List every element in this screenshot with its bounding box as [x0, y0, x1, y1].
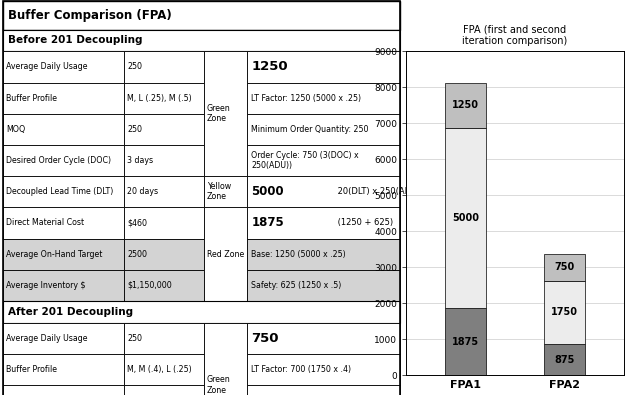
- Bar: [3, 385, 124, 395]
- Bar: [3, 30, 400, 51]
- Bar: [203, 323, 247, 395]
- Text: Average Daily Usage: Average Daily Usage: [6, 62, 88, 71]
- Text: Green
Zone: Green Zone: [207, 104, 231, 124]
- Bar: [3, 145, 124, 176]
- Bar: [544, 344, 585, 375]
- Bar: [124, 239, 203, 270]
- Bar: [124, 385, 203, 395]
- Text: Safety: 625 (1250 x .5): Safety: 625 (1250 x .5): [251, 281, 341, 290]
- Bar: [544, 281, 585, 344]
- Bar: [3, 51, 124, 83]
- Bar: [445, 128, 486, 308]
- Text: Average On-Hand Target: Average On-Hand Target: [6, 250, 103, 259]
- Bar: [203, 207, 247, 301]
- Text: 750: 750: [251, 332, 278, 345]
- Bar: [247, 385, 400, 395]
- Bar: [124, 354, 203, 385]
- Bar: [247, 114, 400, 145]
- Bar: [3, 354, 124, 385]
- Text: 250: 250: [127, 62, 142, 71]
- Text: Buffer Profile: Buffer Profile: [6, 94, 57, 103]
- Text: 1250: 1250: [251, 60, 288, 73]
- Title: FPA (first and second
iteration comparison): FPA (first and second iteration comparis…: [462, 25, 568, 46]
- Text: Decoupled Lead Time (DLT): Decoupled Lead Time (DLT): [6, 187, 113, 196]
- Text: 875: 875: [554, 354, 575, 365]
- Bar: [445, 308, 486, 375]
- Bar: [124, 145, 203, 176]
- Text: Buffer Profile: Buffer Profile: [6, 365, 57, 374]
- Text: 250: 250: [127, 334, 142, 343]
- Bar: [3, 1, 400, 30]
- Bar: [544, 254, 585, 281]
- Text: M, L (.25), M (.5): M, L (.25), M (.5): [127, 94, 192, 103]
- Text: 5000: 5000: [251, 185, 284, 198]
- Bar: [203, 51, 247, 176]
- Text: Red Zone: Red Zone: [207, 250, 244, 259]
- Bar: [247, 176, 400, 207]
- Text: 5000: 5000: [452, 213, 479, 223]
- Text: Buffer Comparison (FPA): Buffer Comparison (FPA): [8, 9, 172, 22]
- Bar: [247, 354, 400, 385]
- Text: Direct Material Cost: Direct Material Cost: [6, 218, 84, 228]
- Text: 20(DLT) x 250(ADU)): 20(DLT) x 250(ADU)): [335, 187, 424, 196]
- Bar: [124, 114, 203, 145]
- Text: 20 days: 20 days: [127, 187, 159, 196]
- Bar: [3, 83, 124, 114]
- Text: Green
Zone: Green Zone: [207, 375, 231, 395]
- Bar: [3, 301, 400, 323]
- Text: Minimum Order Quantity: 250: Minimum Order Quantity: 250: [251, 125, 369, 134]
- Bar: [124, 323, 203, 354]
- Bar: [247, 323, 400, 354]
- Text: 750: 750: [554, 262, 575, 272]
- Text: Yellow
Zone: Yellow Zone: [207, 182, 231, 201]
- Text: 1875: 1875: [251, 216, 284, 229]
- Text: MOQ: MOQ: [6, 125, 26, 134]
- Text: 1875: 1875: [452, 337, 479, 346]
- Text: LT Factor: 1250 (5000 x .25): LT Factor: 1250 (5000 x .25): [251, 94, 361, 103]
- Text: 250: 250: [127, 125, 142, 134]
- Bar: [124, 83, 203, 114]
- Bar: [445, 83, 486, 128]
- Bar: [203, 176, 247, 207]
- Bar: [247, 51, 400, 83]
- Text: 1250: 1250: [452, 100, 479, 110]
- Text: $1,150,000: $1,150,000: [127, 281, 172, 290]
- Bar: [3, 176, 124, 207]
- Text: Average Inventory $: Average Inventory $: [6, 281, 86, 290]
- Bar: [3, 207, 124, 239]
- Text: Before 201 Decoupling: Before 201 Decoupling: [8, 36, 142, 45]
- Bar: [124, 207, 203, 239]
- Text: After 201 Decoupling: After 201 Decoupling: [8, 307, 133, 317]
- Bar: [124, 176, 203, 207]
- Text: LT Factor: 700 (1750 x .4): LT Factor: 700 (1750 x .4): [251, 365, 351, 374]
- Text: $460: $460: [127, 218, 147, 228]
- Text: 2500: 2500: [127, 250, 147, 259]
- Bar: [247, 145, 400, 176]
- Text: Base: 1250 (5000 x .25): Base: 1250 (5000 x .25): [251, 250, 346, 259]
- Bar: [3, 270, 124, 301]
- Bar: [3, 323, 124, 354]
- Bar: [124, 270, 203, 301]
- Bar: [247, 83, 400, 114]
- Bar: [3, 239, 124, 270]
- Bar: [124, 51, 203, 83]
- Text: Order Cycle: 750 (3(DOC) x
250(ADU)): Order Cycle: 750 (3(DOC) x 250(ADU)): [251, 151, 359, 170]
- Bar: [247, 270, 400, 301]
- Text: 3 days: 3 days: [127, 156, 154, 165]
- Text: (1250 + 625): (1250 + 625): [335, 218, 393, 228]
- Text: 1750: 1750: [551, 307, 578, 317]
- Text: M, M (.4), L (.25): M, M (.4), L (.25): [127, 365, 192, 374]
- Text: Desired Order Cycle (DOC): Desired Order Cycle (DOC): [6, 156, 112, 165]
- Bar: [3, 114, 124, 145]
- Bar: [247, 207, 400, 239]
- Text: Average Daily Usage: Average Daily Usage: [6, 334, 88, 343]
- Bar: [247, 239, 400, 270]
